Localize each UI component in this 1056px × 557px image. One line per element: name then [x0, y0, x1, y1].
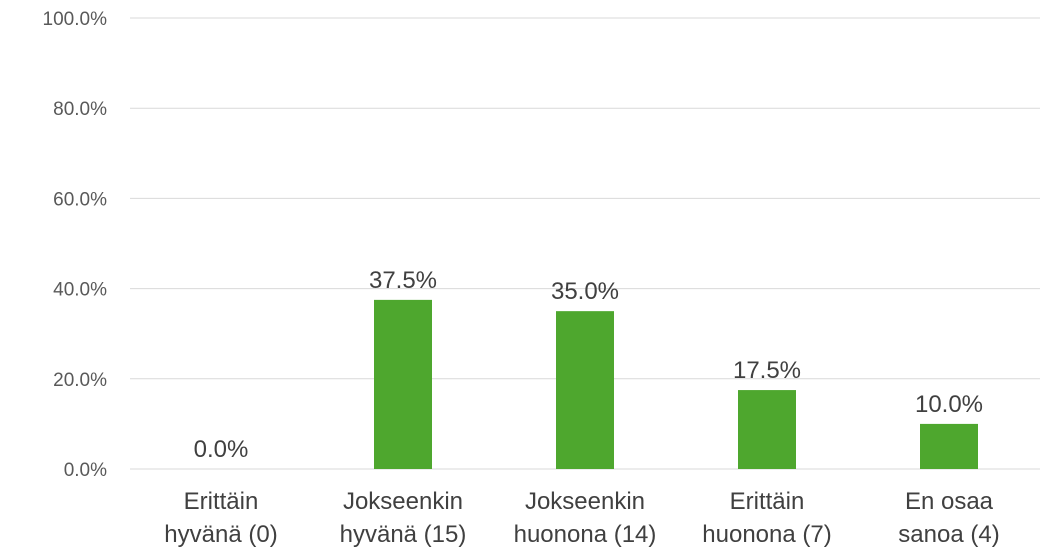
bar	[920, 423, 978, 469]
gridlines	[130, 17, 1040, 470]
category-label: huonona (7)	[702, 521, 831, 548]
y-tick-label: 0.0%	[64, 460, 107, 481]
category-label: Jokseenkin	[343, 488, 463, 515]
y-tick-label: 40.0%	[53, 280, 107, 301]
bar	[374, 299, 432, 469]
category-label: Erittäin	[730, 488, 805, 515]
bars	[374, 299, 978, 469]
y-tick-label: 80.0%	[53, 99, 107, 120]
data-labels: 0.0% 37.5% 35.0% 17.5% 10.0%	[194, 267, 983, 463]
y-tick-label: 60.0%	[53, 189, 107, 210]
category-label: hyvänä (15)	[340, 521, 467, 548]
bar	[738, 390, 796, 469]
category-label: sanoa (4)	[898, 521, 999, 548]
data-label: 35.0%	[551, 278, 619, 305]
data-label: 17.5%	[733, 357, 801, 384]
category-label: huonona (14)	[514, 521, 657, 548]
category-labels: Erittäin hyvänä (0) Jokseenkin hyvänä (15) J…	[164, 488, 999, 548]
data-label: 0.0%	[194, 436, 249, 463]
bar	[556, 311, 614, 469]
category-label: Jokseenkin	[525, 488, 645, 515]
data-label: 37.5%	[369, 267, 437, 294]
category-label: hyvänä (0)	[164, 521, 277, 548]
category-label: Erittäin	[184, 488, 259, 515]
category-label: En osaa	[905, 488, 994, 515]
y-tick-label: 100.0%	[43, 9, 108, 30]
data-label: 10.0%	[915, 391, 983, 418]
y-tick-label: 20.0%	[53, 370, 107, 391]
y-axis-tick-labels: 0.0% 20.0% 40.0% 60.0% 80.0% 100.0%	[43, 9, 108, 481]
